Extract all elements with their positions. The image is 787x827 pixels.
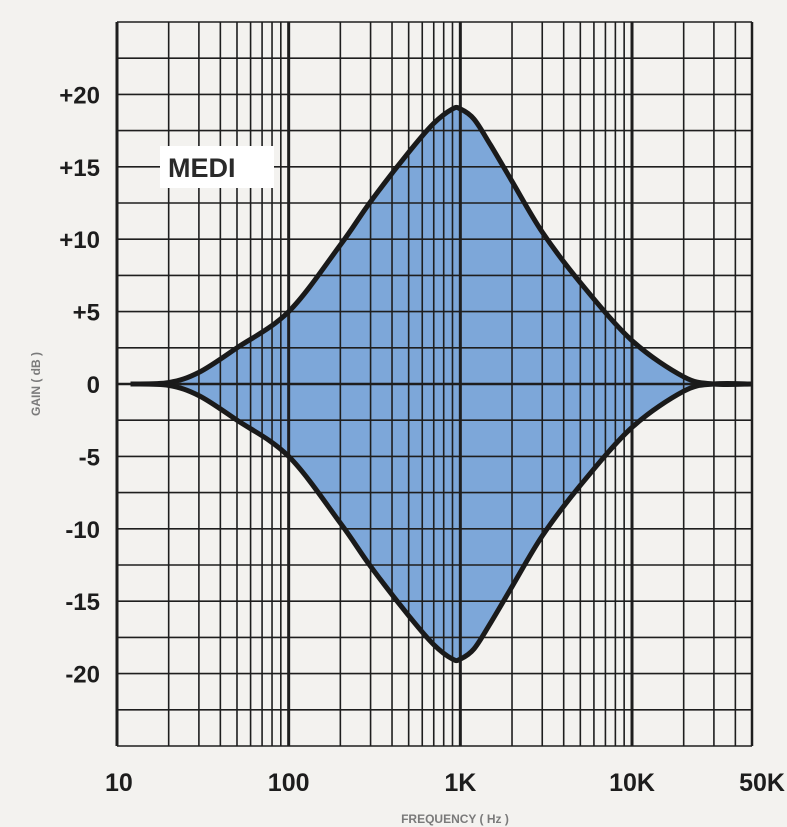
x-tick-labels: 10 100 1K 10K 50K xyxy=(105,769,785,797)
y-tick-label: 0 xyxy=(87,372,100,399)
band-label-box xyxy=(160,146,274,188)
response-curves xyxy=(130,104,753,664)
x-tick-label: 10K xyxy=(609,769,655,797)
y-tick-label: +15 xyxy=(59,155,100,182)
boost-curve xyxy=(130,104,753,388)
y-tick-label: +10 xyxy=(59,227,100,254)
y-tick-label: -15 xyxy=(65,589,100,616)
grid xyxy=(115,21,754,747)
x-tick-label: 1K xyxy=(444,769,476,797)
cut-curve xyxy=(130,380,753,664)
y-tick-label: -20 xyxy=(65,662,100,689)
y-tick-labels: +20 +15 +10 +5 0 -5 -10 -15 -20 xyxy=(59,82,100,688)
x-tick-label: 50K xyxy=(739,769,785,797)
y-tick-label: +5 xyxy=(73,300,100,327)
y-tick-label: +20 xyxy=(59,82,100,109)
x-axis-title: FREQUENCY ( Hz ) xyxy=(401,812,509,826)
y-axis-title: GAIN ( dB ) xyxy=(29,352,43,416)
y-tick-label: -5 xyxy=(79,444,100,471)
band-label: MEDI xyxy=(168,153,236,183)
x-tick-label: 10 xyxy=(105,769,133,797)
y-tick-label: -10 xyxy=(65,517,100,544)
x-tick-label: 100 xyxy=(268,769,310,797)
